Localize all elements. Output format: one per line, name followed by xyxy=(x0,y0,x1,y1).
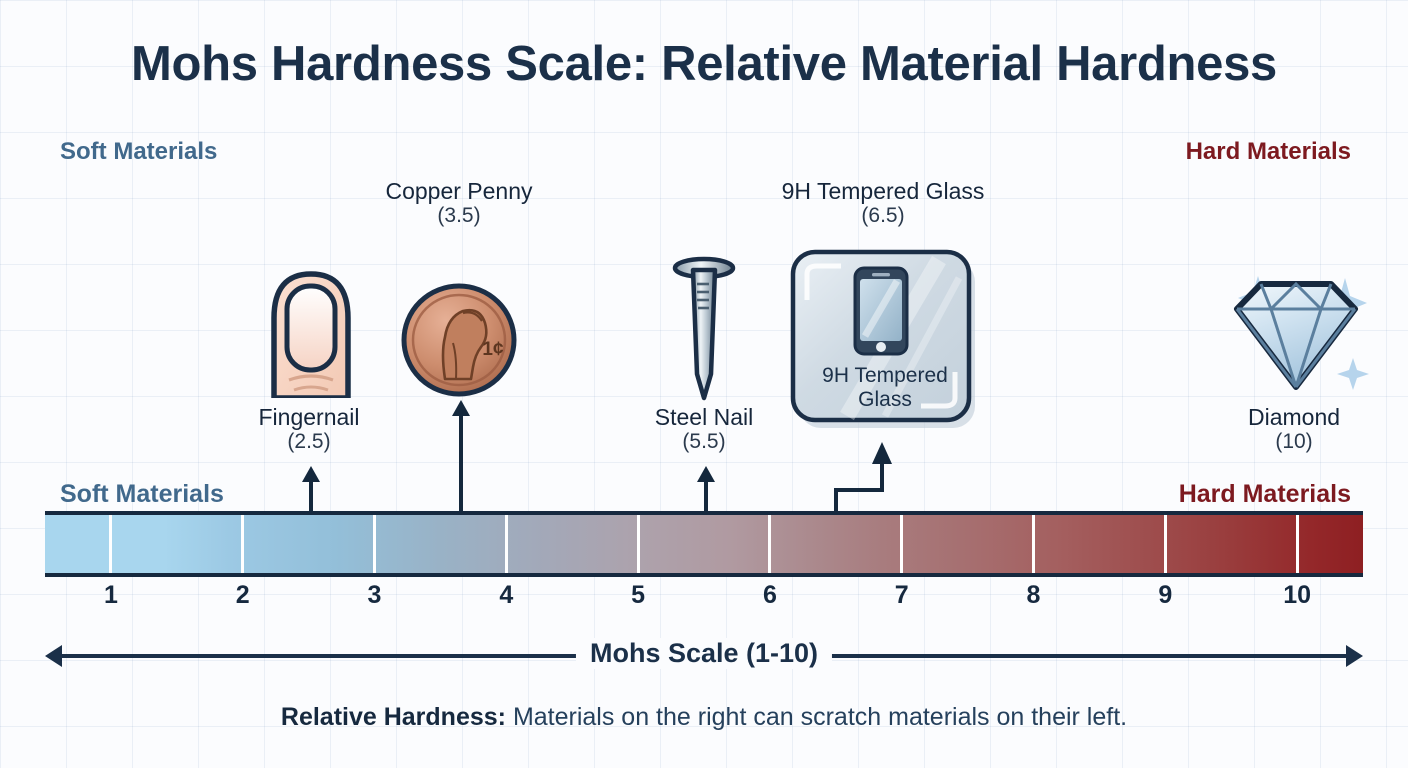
item-value: (3.5) xyxy=(437,204,481,228)
penny-denomination: 1¢ xyxy=(482,339,504,360)
steel-nail-icon xyxy=(668,256,740,407)
item-value: (2.5) xyxy=(287,430,331,454)
tempered-glass-badge-text: 9H Tempered Glass xyxy=(789,364,981,411)
soft-materials-label-top: Soft Materials xyxy=(60,138,218,165)
item-value: (10) xyxy=(1275,430,1313,454)
footnote-text: Materials on the right can scratch mater… xyxy=(506,703,1128,731)
tick-label-6: 6 xyxy=(762,581,777,609)
segment-divider xyxy=(109,515,113,573)
caption-steel-nail: Steel Nail (5.5) xyxy=(655,404,753,455)
mohs-scale-bar: 1 2 3 4 5 6 7 8 9 10 xyxy=(45,511,1363,609)
soft-materials-label-bar: Soft Materials xyxy=(60,480,224,508)
tick-label-9: 9 xyxy=(1158,581,1173,609)
segment-divider xyxy=(504,515,508,573)
segment-divider xyxy=(1163,515,1167,573)
arrow-right-icon xyxy=(1346,645,1363,667)
tick-label-5: 5 xyxy=(631,581,646,609)
footnote-lead: Relative Hardness: xyxy=(280,703,506,731)
tick-label-7: 7 xyxy=(894,581,909,609)
item-name: Copper Penny xyxy=(385,178,533,204)
hardness-gradient xyxy=(45,511,1363,577)
caption-fingernail: Fingernail (2.5) xyxy=(259,404,360,455)
caption-copper-penny: Copper Penny (3.5) xyxy=(385,178,532,229)
page-title: Mohs Hardness Scale: Relative Material H… xyxy=(130,37,1278,91)
segment-divider xyxy=(636,515,640,573)
axis-arrow: Mohs Scale (1-10) xyxy=(45,638,1363,672)
caption-tempered-glass: 9H Tempered Glass (6.5) xyxy=(782,178,985,229)
diamond-icon xyxy=(1214,262,1376,401)
segment-divider xyxy=(1295,515,1299,573)
caption-diamond: Diamond (10) xyxy=(1248,404,1340,455)
glass-badge-line1: 9H Tempered xyxy=(822,364,948,387)
tick-label-2: 2 xyxy=(235,581,250,609)
item-name: Diamond xyxy=(1247,404,1341,430)
fingernail-icon xyxy=(256,268,366,403)
item-value: (6.5) xyxy=(861,204,905,228)
item-name: Fingernail xyxy=(258,404,360,430)
hard-materials-label-top: Hard Materials xyxy=(1185,138,1351,165)
copper-penny-icon: 1¢ xyxy=(401,283,517,402)
tick-label-1: 1 xyxy=(103,581,118,609)
axis-label: Mohs Scale (1-10) xyxy=(575,638,833,669)
arrow-left-icon xyxy=(45,645,62,667)
hard-materials-label-bar: Hard Materials xyxy=(1178,480,1351,508)
tempered-glass-icon: 9H Tempered Glass xyxy=(789,248,981,437)
item-value: (5.5) xyxy=(682,430,726,454)
tick-label-3: 3 xyxy=(367,581,382,609)
tick-label-10: 10 xyxy=(1283,581,1311,609)
tick-label-4: 4 xyxy=(499,581,514,609)
footnote: Relative Hardness: Materials on the righ… xyxy=(0,703,1408,732)
segment-divider xyxy=(900,515,904,573)
item-name: Steel Nail xyxy=(654,404,754,430)
item-name: 9H Tempered Glass xyxy=(781,178,985,204)
tick-label-8: 8 xyxy=(1026,581,1041,609)
segment-divider xyxy=(1032,515,1035,573)
segment-divider xyxy=(241,515,245,573)
segment-divider xyxy=(373,515,376,573)
glass-badge-line2: Glass xyxy=(858,387,912,411)
segment-divider xyxy=(768,515,772,573)
